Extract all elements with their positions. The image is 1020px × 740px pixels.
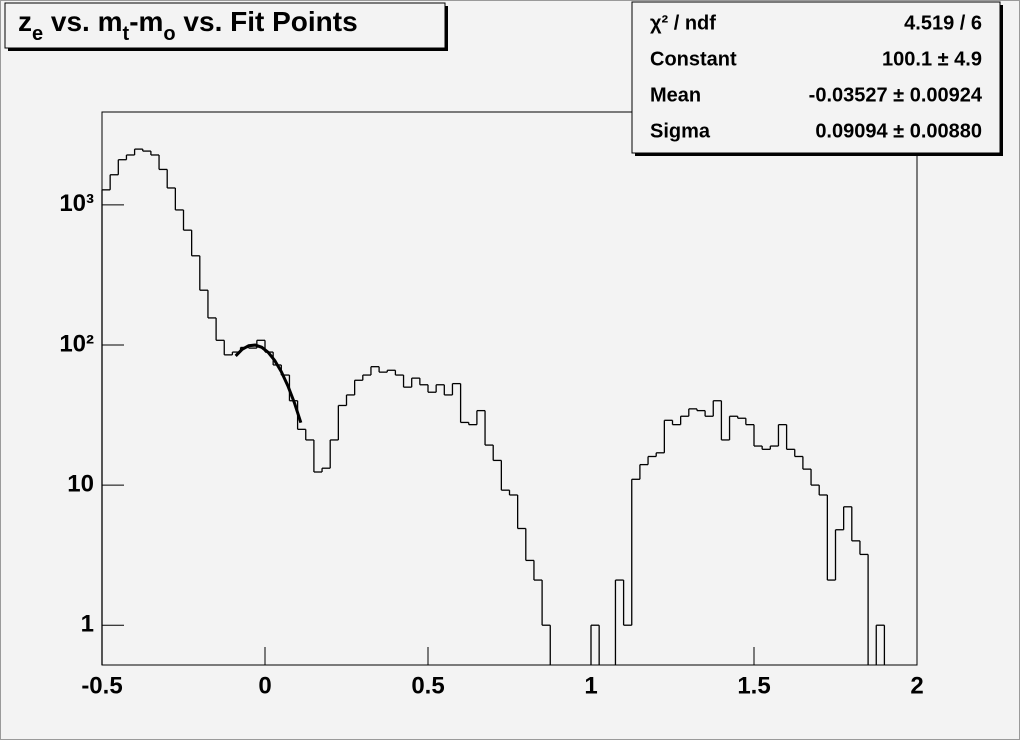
- stats-box: [631, 1, 1001, 154]
- chart-title: ze vs. mt-mo vs. Fit Points: [18, 6, 358, 45]
- y-tick-label: 10: [67, 470, 94, 497]
- stats-label: Sigma: [650, 120, 711, 142]
- title-box: [4, 2, 446, 49]
- stats-label: Mean: [650, 84, 701, 106]
- stats-value: 0.09094 ± 0.00880: [815, 120, 982, 142]
- title-part: t: [123, 23, 130, 45]
- stats-value: -0.03527 ± 0.00924: [809, 84, 983, 106]
- stats-label: Constant: [650, 48, 737, 70]
- x-tick-label: -0.5: [81, 672, 122, 699]
- plot-frame: [101, 111, 918, 666]
- x-tick-label: 1: [584, 672, 597, 699]
- title-part: z: [18, 6, 32, 37]
- x-tick-label: 0: [258, 672, 271, 699]
- stats-value: 100.1 ± 4.9: [882, 48, 982, 70]
- title-part: e: [32, 23, 43, 45]
- y-tick-label: 1: [81, 611, 94, 638]
- x-tick-label: 0.5: [411, 672, 444, 699]
- title-part: vs. m: [43, 6, 122, 37]
- y-tick-label: 10²: [59, 330, 94, 357]
- stats-value: 4.519 / 6: [904, 12, 982, 34]
- x-tick-label: 2: [910, 672, 923, 699]
- title-part: vs. Fit Points: [176, 6, 358, 37]
- title-part: -m: [129, 6, 163, 37]
- stats-label: χ² / ndf: [650, 12, 716, 34]
- title-part: o: [163, 23, 175, 45]
- fit-curve: [234, 343, 303, 424]
- x-tick-label: 1.5: [737, 672, 770, 699]
- y-tick-label: 10³: [59, 190, 94, 217]
